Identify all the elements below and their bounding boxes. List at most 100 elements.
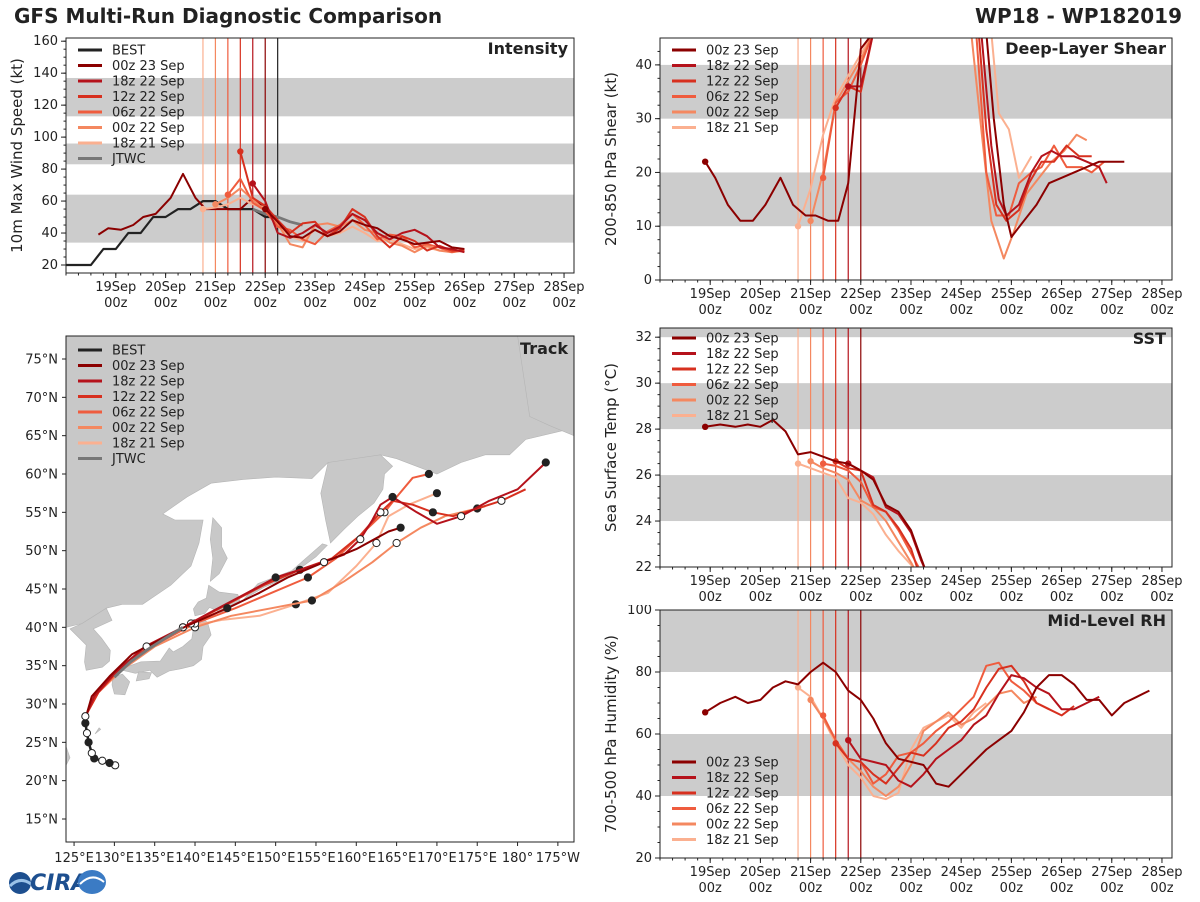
x-tick-label: 00z xyxy=(353,296,377,311)
shade-band xyxy=(66,77,574,117)
lat-tick-label: 35°N xyxy=(25,659,58,674)
series-line xyxy=(797,462,914,567)
x-tick-label: 23Sep xyxy=(890,287,931,302)
okinawa xyxy=(94,727,102,735)
y-tick-label: 30 xyxy=(635,112,652,127)
x-tick-label: 24Sep xyxy=(941,865,982,880)
x-tick-label: 00z xyxy=(154,296,178,311)
y-axis-label: 700-500 hPa Humidity (%) xyxy=(602,635,620,833)
track-marker xyxy=(271,573,280,582)
x-tick-label: 26Sep xyxy=(1041,287,1082,302)
y-tick-label: 20 xyxy=(635,165,652,180)
legend-label: 00z 23 Sep xyxy=(112,59,185,74)
series-line xyxy=(847,674,1100,788)
legend-label: 00z 22 Sep xyxy=(112,421,185,436)
legend-label: 18z 22 Sep xyxy=(706,771,779,786)
x-tick-label: 00z xyxy=(899,881,923,896)
best-marker xyxy=(105,758,114,768)
x-tick-label: 00z xyxy=(1100,590,1124,605)
x-tick-label: 22Sep xyxy=(245,280,286,295)
y-tick-label: 28 xyxy=(635,422,652,437)
lon-tick-label: 160°E xyxy=(337,851,377,866)
shade-band xyxy=(660,734,1172,796)
x-tick-label: 25Sep xyxy=(991,287,1032,302)
x-tick-label: 00z xyxy=(899,303,923,318)
x-tick-label: 27Sep xyxy=(494,280,535,295)
y-tick-label: 100 xyxy=(33,130,58,145)
track-marker xyxy=(396,523,405,532)
x-tick-label: 28Sep xyxy=(1141,865,1182,880)
legend-label: 18z 21 Sep xyxy=(112,137,185,152)
lon-tick-label: 145°E xyxy=(216,851,256,866)
track-marker xyxy=(497,496,506,505)
shade-band xyxy=(660,172,1172,227)
y-tick-label: 40 xyxy=(41,226,58,241)
lon-tick-label: 180° xyxy=(502,851,533,866)
track-marker xyxy=(319,558,329,567)
y-tick-label: 100 xyxy=(627,605,652,618)
kamchatka xyxy=(320,454,394,544)
x-tick-label: 00z xyxy=(1150,303,1174,318)
x-tick-label: 00z xyxy=(799,590,823,605)
x-tick-label: 19Sep xyxy=(690,574,731,589)
init-marker xyxy=(262,205,269,213)
track-marker xyxy=(372,538,381,548)
x-tick-label: 00z xyxy=(699,590,723,605)
init-marker xyxy=(199,205,207,213)
shade-band xyxy=(660,328,1172,338)
x-tick-label: 26Sep xyxy=(444,280,485,295)
x-tick-label: 27Sep xyxy=(1091,574,1132,589)
x-tick-label: 00z xyxy=(453,296,477,311)
y-tick-label: 24 xyxy=(635,514,652,529)
lat-tick-label: 50°N xyxy=(25,544,58,559)
y-tick-label: 60 xyxy=(635,727,652,742)
legend-label: 00z 22 Sep xyxy=(112,121,185,136)
legend-label: 00z 23 Sep xyxy=(706,332,779,347)
legend-label: 12z 22 Sep xyxy=(706,787,779,802)
x-tick-label: 00z xyxy=(749,303,773,318)
x-tick-label: 00z xyxy=(254,296,278,311)
x-tick-label: 00z xyxy=(749,881,773,896)
x-tick-label: 00z xyxy=(899,590,923,605)
init-marker xyxy=(819,174,827,182)
x-tick-label: 27Sep xyxy=(1091,287,1132,302)
legend-label: 00z 22 Sep xyxy=(706,818,779,833)
x-tick-label: 20Sep xyxy=(740,865,781,880)
shikoku xyxy=(135,671,152,682)
lon-tick-label: 135°E xyxy=(135,851,175,866)
lat-tick-label: 15°N xyxy=(25,813,58,828)
x-tick-label: 27Sep xyxy=(1091,865,1132,880)
lon-tick-label: 165°E xyxy=(377,851,417,866)
x-tick-label: 00z xyxy=(849,590,873,605)
series-line xyxy=(822,462,920,567)
y-tick-label: 26 xyxy=(635,468,652,483)
y-tick-label: 20 xyxy=(41,258,58,273)
init-marker xyxy=(701,423,709,431)
alaska xyxy=(517,336,574,437)
legend-label: 06z 22 Sep xyxy=(706,378,779,393)
track-marker xyxy=(392,538,401,548)
legend-label: 12z 22 Sep xyxy=(112,90,185,105)
legend-label: 00z 23 Sep xyxy=(706,756,779,771)
storm-id: WP18 - WP182019 xyxy=(975,4,1182,28)
x-tick-label: 28Sep xyxy=(544,280,585,295)
x-tick-label: 23Sep xyxy=(890,574,931,589)
legend-label: 18z 21 Sep xyxy=(706,833,779,848)
x-tick-label: 24Sep xyxy=(941,574,982,589)
x-tick-label: 22Sep xyxy=(840,865,881,880)
y-axis-label: 10m Max Wind Speed (kt) xyxy=(8,58,26,253)
lat-tick-label: 65°N xyxy=(25,429,58,444)
x-tick-label: 00z xyxy=(1000,303,1024,318)
track-marker xyxy=(432,489,442,498)
legend-label: 06z 22 Sep xyxy=(706,802,779,817)
legend-label: 18z 21 Sep xyxy=(112,437,185,452)
sst-chart: 22242628303219Sep00z20Sep00z21Sep00z22Se… xyxy=(602,327,1182,605)
x-tick-label: 00z xyxy=(1000,881,1024,896)
kyushu xyxy=(111,673,131,696)
legend-label: 06z 22 Sep xyxy=(112,406,185,421)
series-line xyxy=(264,208,465,250)
best-marker xyxy=(81,712,90,721)
shear-chart: 01020304019Sep00z20Sep00z21Sep00z22Sep00… xyxy=(602,37,1182,318)
coast-sw xyxy=(66,746,71,766)
lat-tick-label: 25°N xyxy=(25,736,58,751)
